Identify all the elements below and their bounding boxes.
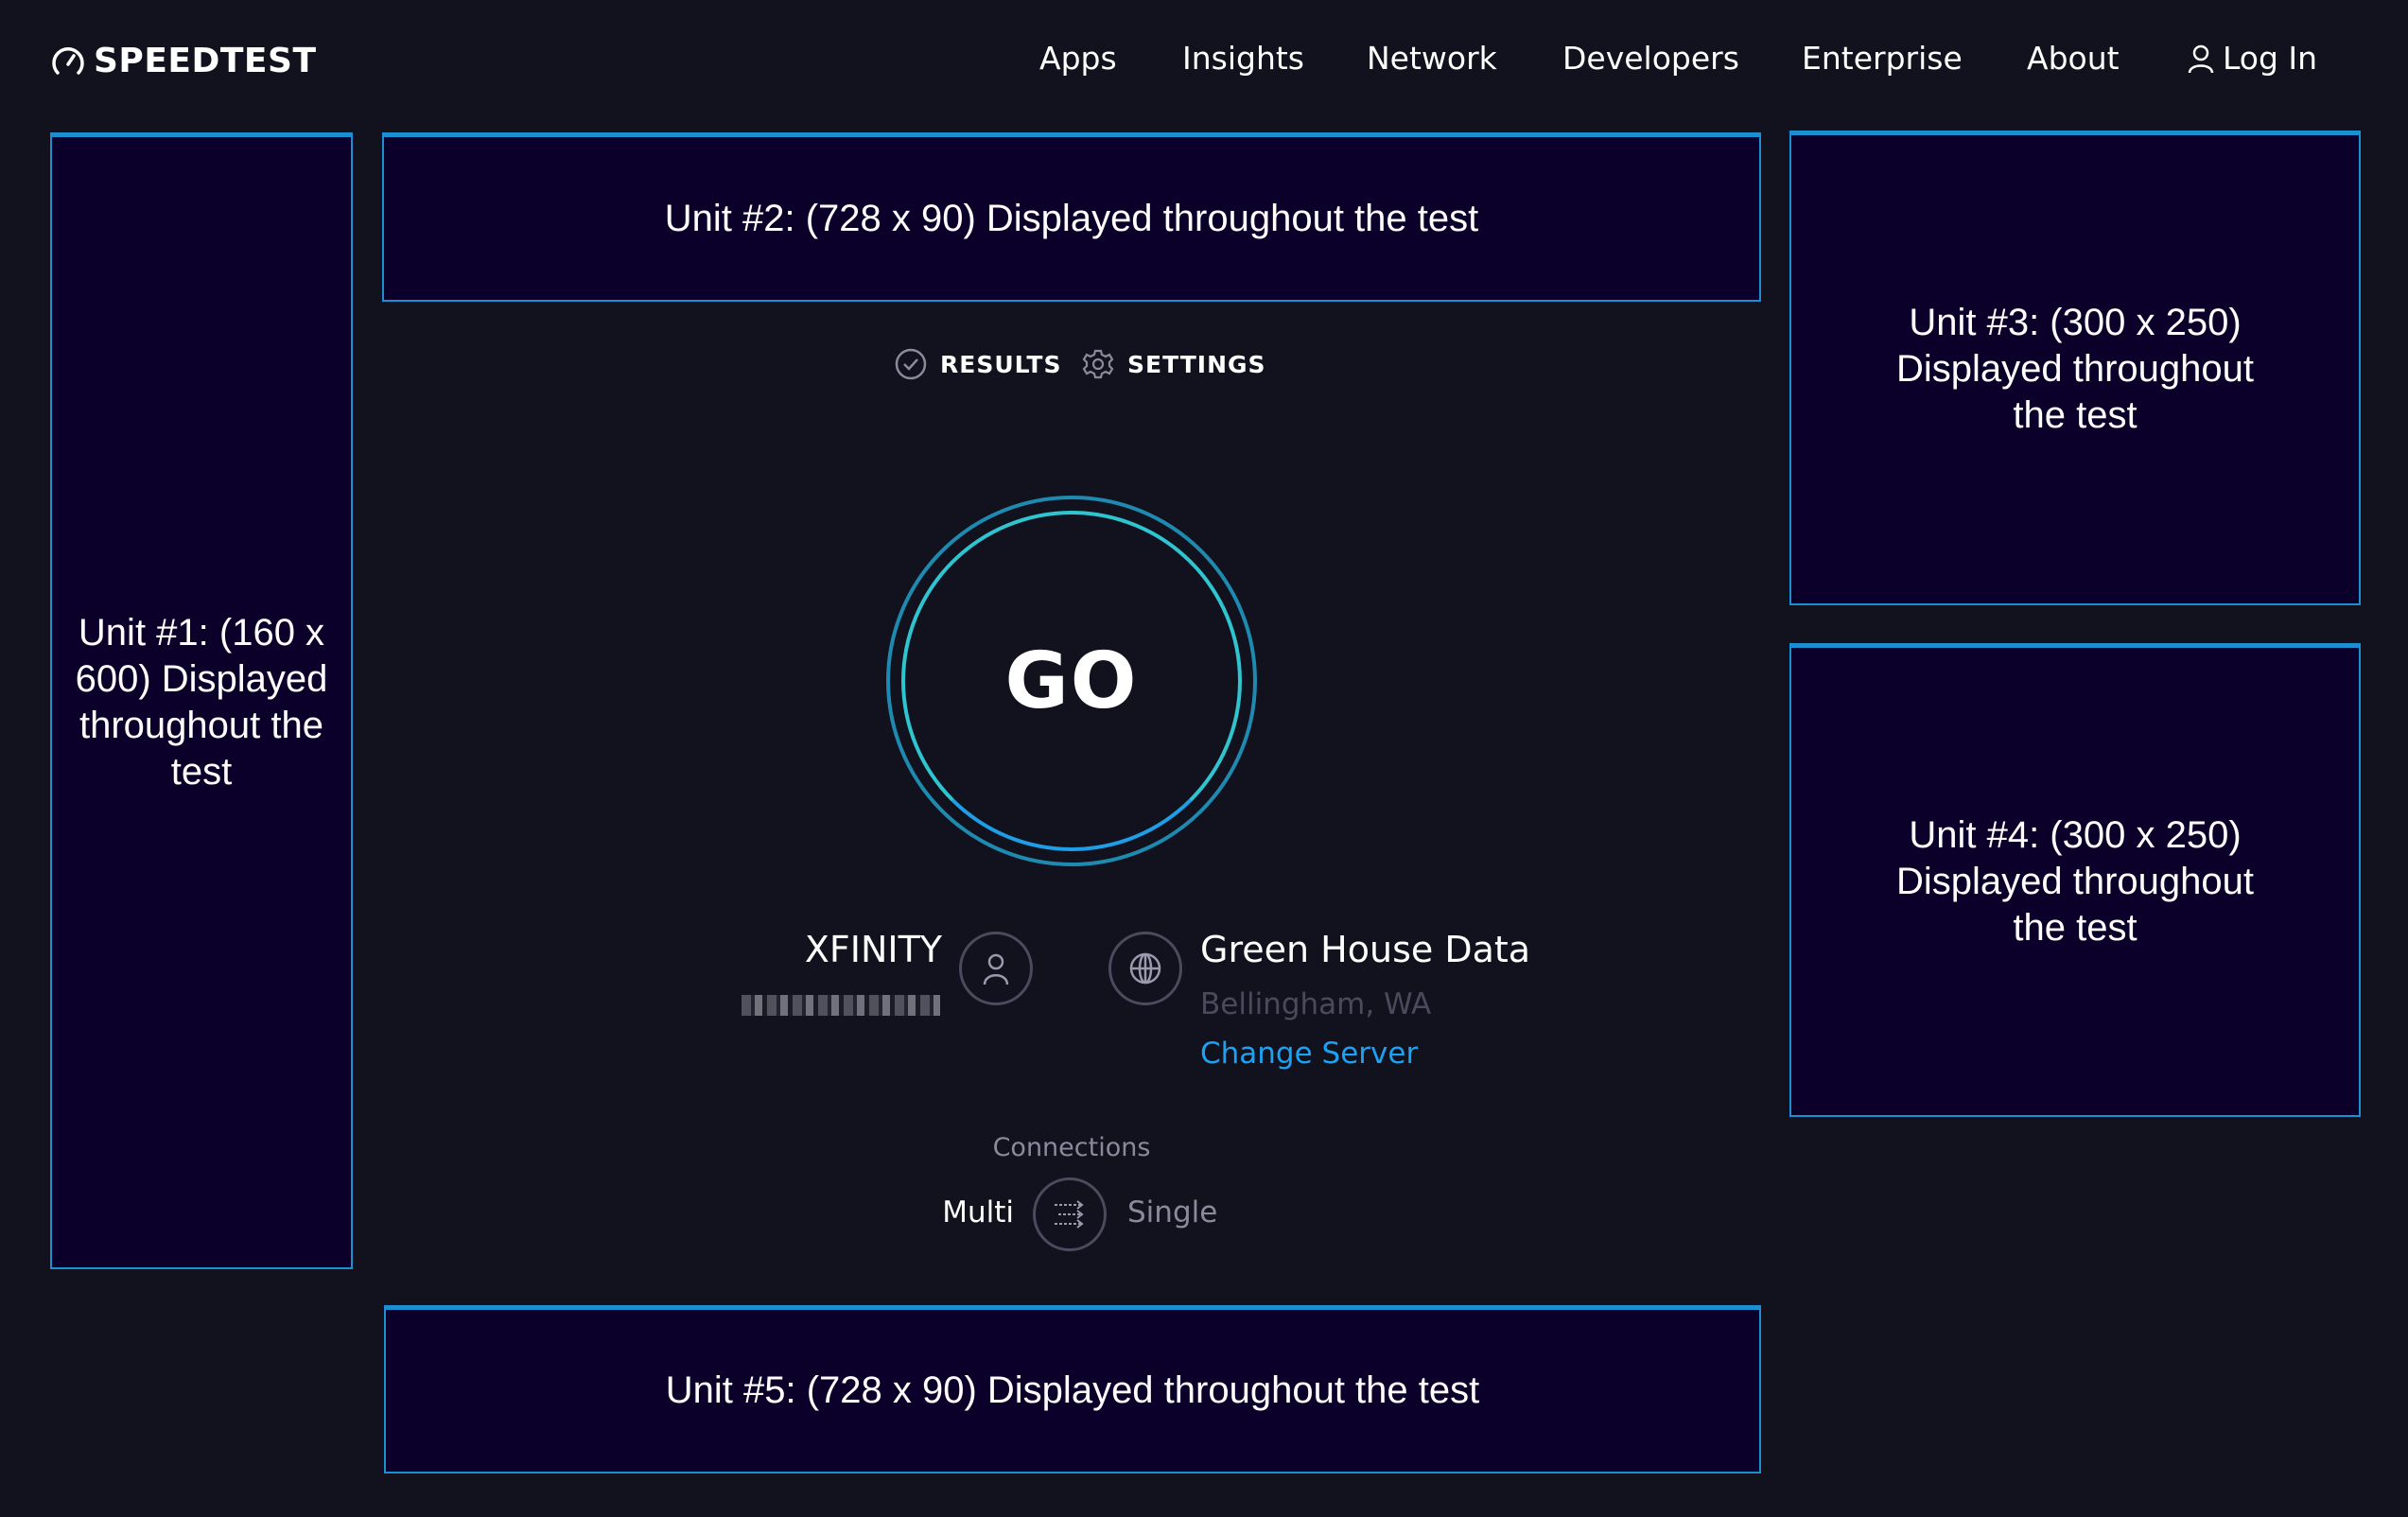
settings-label: SETTINGS: [1127, 350, 1266, 378]
multi-arrows-icon: [1055, 1200, 1084, 1229]
nav-network[interactable]: Network: [1367, 40, 1497, 77]
nav-developers[interactable]: Developers: [1562, 40, 1739, 77]
speedtest-logo[interactable]: SPEEDTEST: [50, 42, 317, 80]
connections-single-option[interactable]: Single: [1127, 1195, 1218, 1229]
ad-unit-1-label: Unit #1: (160 x 600) Displayed throughou…: [75, 611, 328, 793]
isp-name: XFINITY: [804, 929, 942, 970]
server-location: Bellingham, WA: [1200, 987, 1432, 1021]
go-button-outer-ring: [886, 496, 1257, 866]
redacted-ip: [742, 995, 940, 1016]
nav-apps[interactable]: Apps: [1039, 40, 1117, 77]
ad-unit-3-label: Unit #3: (300 x 250) Displayed throughou…: [1895, 302, 2255, 436]
ad-unit-5-label: Unit #5: (728 x 90) Displayed throughout…: [665, 1369, 1480, 1411]
speedometer-icon: [52, 46, 84, 75]
ad-unit-4-label: Unit #4: (300 x 250) Displayed throughou…: [1895, 813, 2255, 949]
ad-unit-2[interactable]: Unit #2: (728 x 90) Displayed throughout…: [382, 132, 1761, 302]
nav-about[interactable]: About: [2027, 40, 2120, 77]
connections-multi-option[interactable]: Multi: [942, 1195, 1014, 1229]
connections-label: Connections: [992, 1133, 1151, 1162]
change-server-link[interactable]: Change Server: [1200, 1037, 1419, 1071]
tab-settings[interactable]: SETTINGS: [1082, 348, 1266, 380]
nav-insights[interactable]: Insights: [1182, 40, 1305, 77]
tab-results[interactable]: RESULTS: [895, 348, 1061, 380]
server-name: Green House Data: [1200, 929, 1531, 970]
ad-unit-3[interactable]: Unit #3: (300 x 250) Displayed throughou…: [1789, 131, 2361, 605]
go-label: GO: [1004, 636, 1139, 726]
check-circle-icon: [895, 348, 927, 380]
login-label: Log In: [2223, 40, 2318, 77]
ad-unit-5[interactable]: Unit #5: (728 x 90) Displayed throughout…: [384, 1305, 1761, 1473]
globe-icon: [1108, 932, 1182, 1005]
ad-unit-4[interactable]: Unit #4: (300 x 250) Displayed throughou…: [1789, 643, 2361, 1117]
ad-unit-1[interactable]: Unit #1: (160 x 600) Displayed throughou…: [50, 132, 353, 1269]
ad-unit-2-label: Unit #2: (728 x 90) Displayed throughout…: [664, 197, 1479, 239]
connections-toggle[interactable]: [1033, 1177, 1107, 1251]
nav-enterprise[interactable]: Enterprise: [1802, 40, 1963, 77]
user-icon: [2188, 44, 2214, 73]
gear-icon: [1082, 349, 1114, 379]
results-label: RESULTS: [940, 350, 1062, 378]
logo-text: SPEEDTEST: [94, 42, 317, 80]
isp-user-icon: [959, 932, 1033, 1005]
go-button[interactable]: GO: [901, 511, 1242, 851]
login-link[interactable]: Log In: [2187, 40, 2317, 77]
